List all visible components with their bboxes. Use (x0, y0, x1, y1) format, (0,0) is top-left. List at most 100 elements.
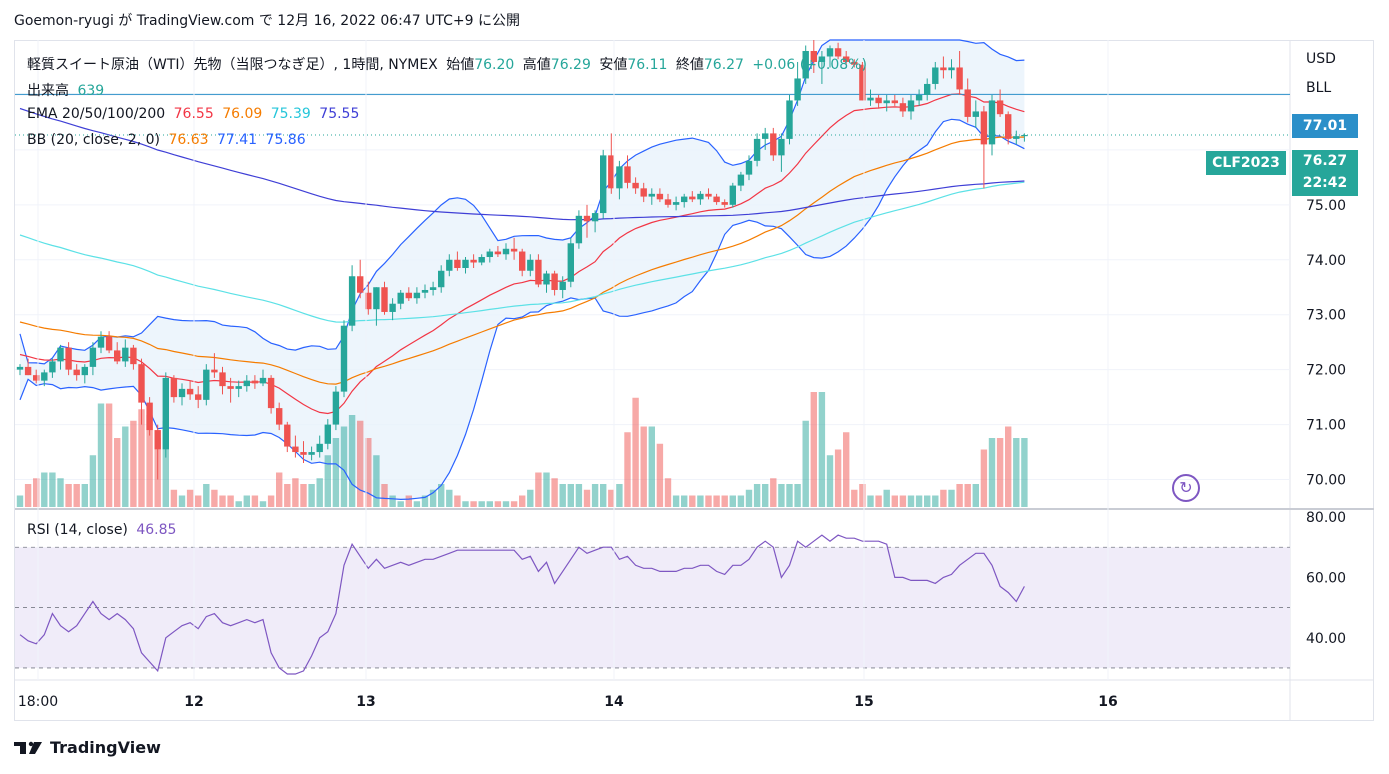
candle-body (97, 336, 105, 348)
candle-body (357, 276, 364, 293)
bb-label: BB (20, close, 2, 0) (27, 132, 160, 148)
candle-body (1021, 135, 1028, 137)
candle-body (956, 67, 963, 90)
legend-bb[interactable]: BB (20, close, 2, 0) 76.63 77.41 75.86 (27, 132, 310, 148)
candle-body (154, 430, 161, 450)
volume-bar (802, 420, 809, 507)
volume-bar (89, 455, 97, 507)
volume-bar (235, 501, 242, 507)
legend-symbol[interactable]: 軽質スイート原油（WTI）先物（当限つなぎ足）, 1時間, NYMEX (27, 57, 438, 73)
volume-bar (559, 484, 566, 507)
candle-body (915, 94, 923, 101)
volume-bar (276, 472, 283, 507)
volume-bar (851, 489, 858, 507)
currency-label[interactable]: USD (1306, 51, 1336, 67)
x-tick-label: 13 (356, 694, 375, 710)
volume-bar (478, 501, 485, 507)
volume-bar (502, 501, 510, 507)
candle-body (259, 377, 267, 384)
volume-bar (729, 495, 736, 507)
volume-bar (405, 495, 412, 507)
legend-rsi[interactable]: RSI (14, close) 46.85 (27, 522, 180, 538)
replay-button[interactable]: ↻ (1172, 474, 1200, 502)
candle-body (786, 100, 793, 139)
candle-body (988, 100, 996, 145)
candle-body (227, 386, 234, 389)
candle-body (640, 188, 647, 197)
volume-bar (300, 484, 307, 507)
candle-body (65, 347, 72, 370)
candle-body (429, 287, 437, 290)
volume-bar (519, 495, 526, 507)
footer-brand[interactable]: TradingView (14, 738, 161, 757)
candle-body (41, 372, 48, 381)
volume-bar (316, 478, 323, 507)
candle-body (300, 452, 307, 455)
candle-body (284, 424, 291, 447)
volume-bar (834, 449, 842, 507)
candle-body (195, 394, 202, 400)
rsi-line (19, 534, 1025, 675)
candle-body (624, 166, 631, 183)
y-tick-label: 74.00 (1306, 253, 1346, 269)
rsi-tick-label: 80.00 (1306, 510, 1346, 526)
legend-ema[interactable]: EMA 20/50/100/200 76.55 76.09 75.39 75.5… (27, 106, 363, 122)
volume-bar (446, 489, 453, 507)
volume-bar (292, 478, 299, 507)
x-tick-label: 16 (1098, 694, 1117, 710)
candle-body (826, 48, 834, 57)
candle-body (316, 443, 323, 453)
volume-bar (357, 420, 364, 507)
volume-bar (138, 409, 145, 507)
volume-bar (146, 415, 153, 507)
volume-bar (980, 449, 988, 507)
legend-open: 76.20 (474, 57, 515, 73)
candle-body (219, 372, 226, 387)
volume-bar (899, 495, 907, 507)
y-tick-label: 70.00 (1306, 473, 1346, 489)
volume-bar (705, 495, 712, 507)
volume-bar (324, 455, 331, 507)
candle-body (373, 287, 380, 310)
candle-body (332, 391, 340, 425)
volume-bar (527, 489, 534, 507)
legend-open-label: 始値 (446, 57, 475, 73)
rsi-value: 46.85 (136, 522, 177, 538)
candle-body (510, 248, 518, 252)
volume-bar (689, 495, 696, 507)
volume-bar (170, 489, 178, 507)
unit-label[interactable]: BLL (1306, 80, 1332, 96)
candle-body (591, 213, 599, 222)
volume-bar (697, 495, 704, 507)
candle-body (648, 193, 655, 197)
volume-bar (907, 495, 915, 507)
candle-body (681, 196, 688, 203)
candle-body (478, 257, 485, 263)
bollinger-lower-line (19, 118, 1025, 501)
candle-body (251, 380, 259, 384)
candle-body (543, 273, 550, 285)
candle-body (421, 289, 429, 293)
countdown: 22:42 (1302, 175, 1348, 191)
candle-body (964, 89, 971, 117)
volume-bar (753, 484, 761, 507)
legend-volume[interactable]: 出来高 639 (27, 80, 108, 100)
symbol-tag[interactable]: CLF2023 (1206, 151, 1286, 175)
volume-bar (818, 392, 826, 507)
volume-bar (567, 484, 574, 507)
candle-body (1013, 136, 1020, 139)
candle-body (672, 202, 680, 205)
legend-low: 76.11 (627, 57, 668, 73)
volume-bar (49, 472, 56, 507)
candle-body (794, 78, 801, 101)
volume-bar (267, 495, 275, 507)
volume-bar (122, 426, 129, 507)
candle-body (996, 100, 1004, 115)
candle-body (454, 259, 461, 269)
volume-bar (770, 478, 777, 507)
y-tick-label: 72.00 (1306, 363, 1346, 379)
volume-bar (308, 484, 315, 507)
candle-body (89, 347, 97, 367)
candle-body (324, 424, 331, 444)
